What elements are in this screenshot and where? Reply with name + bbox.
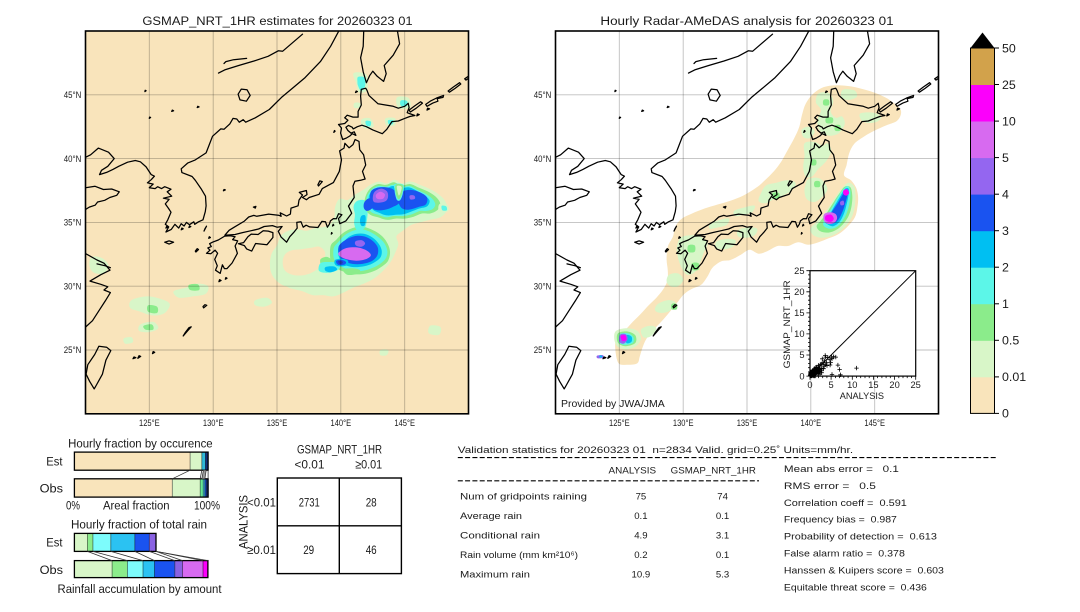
svg-text:Frequency bias = 0.987: Frequency bias = 0.987 [784,515,897,526]
svg-text:135°E: 135°E [737,418,758,428]
svg-text:0: 0 [1002,407,1009,421]
svg-text:5: 5 [1002,151,1009,165]
svg-text:RMS error = 0.5: RMS error = 0.5 [784,481,876,492]
svg-text:ANALYSIS: ANALYSIS [609,466,657,477]
svg-text:25°N: 25°N [64,345,82,355]
svg-text:130°E: 130°E [203,418,224,428]
svg-text:30°N: 30°N [64,281,82,291]
svg-text:Validation statistics for 2026: Validation statistics for 20260323 01 n=… [458,445,853,456]
svg-text:25°N: 25°N [534,345,552,355]
svg-text:GSMAP_NRT_1HR: GSMAP_NRT_1HR [671,466,756,477]
svg-text:Probability of detection = 0.: Probability of detection = 0.613 [784,532,937,543]
svg-text:False alarm ratio = 0.378: False alarm ratio = 0.378 [784,549,905,560]
svg-text:Rainfall accumulation by amoun: Rainfall accumulation by amount [58,582,223,596]
svg-text:Hourly fraction of total rain: Hourly fraction of total rain [71,517,207,531]
svg-text:25: 25 [794,266,804,276]
svg-text:Obs: Obs [40,563,63,577]
svg-text:<0.01: <0.01 [247,496,276,510]
svg-text:<0.01: <0.01 [295,458,325,472]
svg-text:Hanssen & Kuipers score = 0.6: Hanssen & Kuipers score = 0.603 [784,566,944,577]
svg-text:Provided by JWA/JMA: Provided by JWA/JMA [561,399,665,410]
svg-text:Num of gridpoints raining: Num of gridpoints raining [460,491,587,502]
svg-text:ANALYSIS: ANALYSIS [237,495,251,549]
svg-text:Obs: Obs [40,482,63,496]
svg-text:GSMAP_NRT_1HR: GSMAP_NRT_1HR [782,280,792,368]
svg-text:40°N: 40°N [534,154,552,164]
svg-text:0.1: 0.1 [716,550,729,561]
svg-text:46: 46 [366,543,377,557]
svg-text:75: 75 [636,491,647,502]
svg-text:45°N: 45°N [64,90,82,100]
svg-text:145°E: 145°E [864,418,885,428]
svg-text:10.9: 10.9 [632,570,651,581]
svg-text:125°E: 125°E [139,418,160,428]
svg-text:GSMAP_NRT_1HR estimates for 20: GSMAP_NRT_1HR estimates for 20260323 01 [142,14,413,28]
svg-text:≥0.01: ≥0.01 [355,458,382,472]
svg-text:Rain volume (mm km²10⁶): Rain volume (mm km²10⁶) [460,550,578,561]
svg-text:0: 0 [807,380,812,390]
svg-text:4.9: 4.9 [634,530,647,541]
svg-text:2731: 2731 [299,496,320,510]
svg-text:2: 2 [1002,261,1009,275]
svg-text:15: 15 [868,380,878,390]
svg-text:25: 25 [911,380,921,390]
svg-text:74: 74 [717,491,728,502]
svg-text:5: 5 [829,380,834,390]
svg-text:130°E: 130°E [673,418,694,428]
svg-text:0.2: 0.2 [634,550,647,561]
svg-text:Conditional rain: Conditional rain [460,530,540,541]
svg-text:10: 10 [794,329,804,339]
svg-text:125°E: 125°E [609,418,630,428]
svg-text:Equitable threat score = 0.43: Equitable threat score = 0.436 [784,583,927,594]
svg-text:45°N: 45°N [534,90,552,100]
svg-text:3.1: 3.1 [716,530,729,541]
svg-text:140°E: 140°E [331,418,352,428]
svg-text:0.01: 0.01 [1002,370,1026,384]
svg-text:145°E: 145°E [394,418,415,428]
svg-text:Maximum rain: Maximum rain [460,570,530,581]
svg-text:Hourly Radar-AMeDAS analysis f: Hourly Radar-AMeDAS analysis for 2026032… [600,14,894,28]
svg-text:29: 29 [303,543,314,557]
svg-text:Est: Est [46,455,63,469]
svg-text:GSMAP_NRT_1HR: GSMAP_NRT_1HR [297,442,382,456]
svg-text:0.1: 0.1 [716,511,729,522]
svg-text:ANALYSIS: ANALYSIS [840,391,884,401]
svg-text:Correlation coeff = 0.591: Correlation coeff = 0.591 [784,498,907,509]
svg-text:Est: Est [46,536,63,550]
svg-text:10: 10 [1002,114,1016,128]
svg-text:30°N: 30°N [534,281,552,291]
svg-text:0: 0 [799,371,804,381]
svg-text:0.1: 0.1 [634,511,647,522]
svg-text:40°N: 40°N [64,154,82,164]
svg-text:3: 3 [1002,224,1009,238]
svg-text:20: 20 [889,380,899,390]
svg-text:28: 28 [366,496,377,510]
svg-text:1: 1 [1002,297,1009,311]
svg-text:0.5: 0.5 [1002,334,1019,348]
svg-text:Mean abs error = 0.1: Mean abs error = 0.1 [784,464,899,475]
svg-text:100%: 100% [194,498,220,512]
svg-text:35°N: 35°N [534,218,552,228]
svg-text:140°E: 140°E [801,418,822,428]
svg-text:10: 10 [847,380,857,390]
svg-text:135°E: 135°E [267,418,288,428]
svg-text:5.3: 5.3 [716,570,729,581]
svg-text:Average rain: Average rain [460,511,522,522]
svg-text:35°N: 35°N [64,218,82,228]
svg-text:5: 5 [799,350,804,360]
svg-text:25: 25 [1002,78,1016,92]
svg-text:0%: 0% [66,498,80,512]
svg-text:≥0.01: ≥0.01 [247,543,276,557]
svg-text:4: 4 [1002,188,1009,202]
svg-text:15: 15 [794,308,804,318]
svg-text:20: 20 [794,287,804,297]
svg-text:50: 50 [1002,41,1016,55]
svg-text:Hourly fraction by occurence: Hourly fraction by occurence [68,436,213,450]
svg-text:Areal fraction: Areal fraction [103,498,170,512]
